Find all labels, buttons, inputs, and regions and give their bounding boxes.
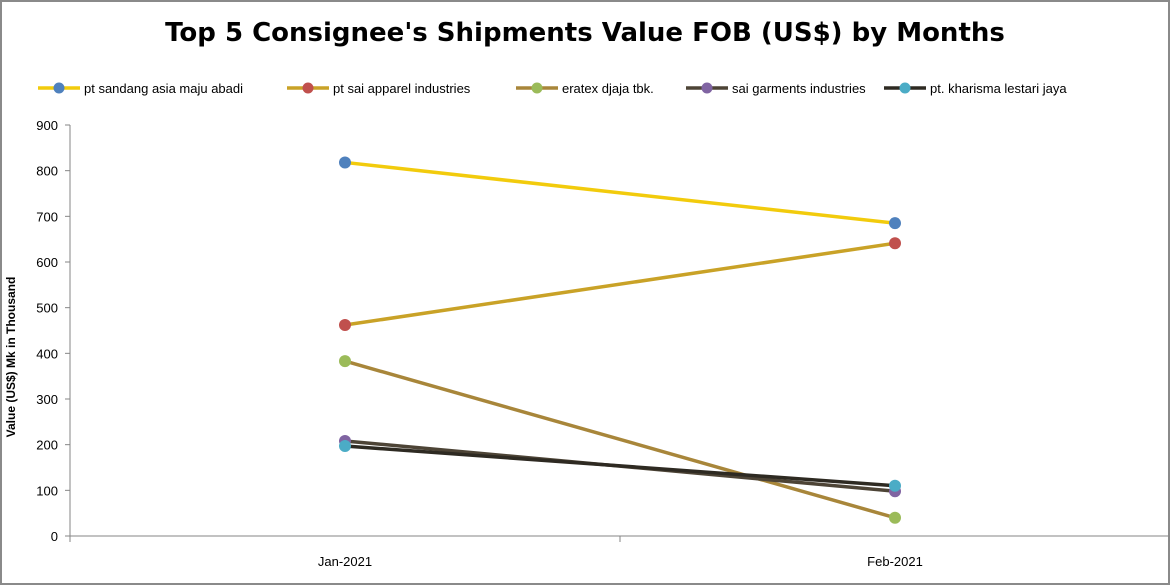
data-point [339, 156, 351, 169]
y-tick-label: 600 [36, 255, 58, 270]
series-line [344, 241, 896, 327]
series-line [344, 444, 896, 488]
legend-label: pt. kharisma lestari jaya [930, 81, 1067, 96]
series-line [344, 359, 896, 520]
x-tick-label: Jan-2021 [318, 554, 372, 569]
legend-label: pt sai apparel industries [333, 81, 471, 96]
y-tick-label: 400 [36, 346, 58, 361]
data-point [889, 479, 901, 492]
chart-title: Top 5 Consignee's Shipments Value FOB (U… [165, 18, 1005, 48]
data-point [339, 440, 351, 453]
y-tick-label: 300 [36, 392, 58, 407]
series-line [344, 160, 896, 225]
data-point [339, 355, 351, 368]
legend-label: eratex djaja tbk. [562, 81, 654, 96]
x-tick-label: Feb-2021 [867, 554, 923, 569]
legend-marker [899, 82, 911, 94]
y-tick-label: 700 [36, 209, 58, 224]
y-tick-label: 900 [36, 118, 58, 133]
y-tick-label: 100 [36, 483, 58, 498]
data-point [889, 217, 901, 230]
legend-label: sai garments industries [732, 81, 866, 96]
y-tick-label: 500 [36, 301, 58, 316]
data-point [889, 511, 901, 524]
y-tick-label: 0 [51, 529, 58, 544]
legend-marker [53, 82, 65, 94]
legend-label: pt sandang asia maju abadi [84, 81, 243, 96]
y-tick-label: 800 [36, 164, 58, 179]
data-point [889, 237, 901, 250]
legend-marker [302, 82, 314, 94]
data-point [339, 319, 351, 332]
y-tick-label: 200 [36, 438, 58, 453]
legend-marker [701, 82, 713, 94]
legend-marker [531, 82, 543, 94]
